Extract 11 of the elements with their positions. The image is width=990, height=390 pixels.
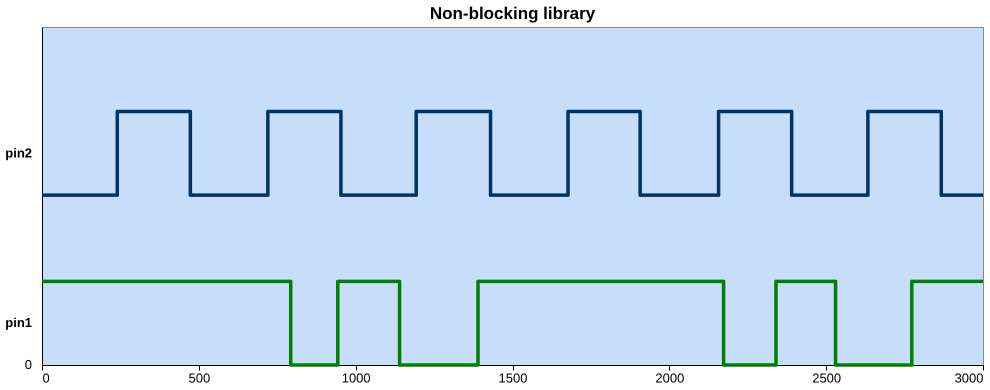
x-tick-label: 500 [188, 370, 210, 386]
x-tick-label: 1000 [342, 370, 371, 386]
x-tick-label: 1500 [498, 370, 528, 386]
text: pin2 [5, 145, 32, 160]
text: 0 [24, 357, 32, 372]
x-tick-label: 3000 [954, 370, 984, 386]
x-tick-label: 2500 [812, 370, 842, 386]
x-tick-label: 2000 [655, 370, 684, 386]
chart-title: Non-blocking library [430, 4, 596, 23]
text: pin1 [5, 315, 32, 330]
x-tick-label: 0 [42, 370, 50, 386]
